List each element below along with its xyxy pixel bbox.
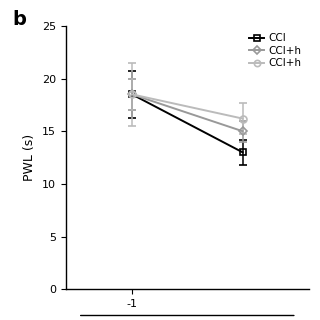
Text: b: b	[12, 10, 26, 29]
Y-axis label: PWL (s): PWL (s)	[23, 134, 36, 181]
Legend: CCI, CCI+h, CCI+h: CCI, CCI+h, CCI+h	[247, 31, 304, 70]
